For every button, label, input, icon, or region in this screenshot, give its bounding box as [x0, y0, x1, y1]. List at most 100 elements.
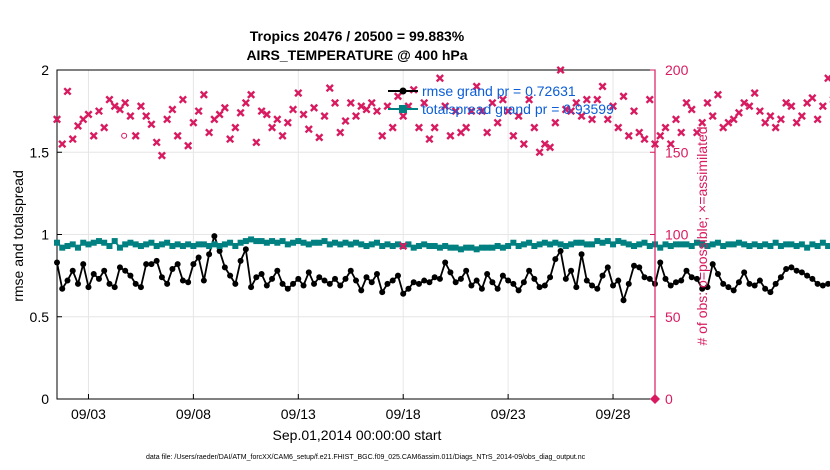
totalspread-point: [489, 244, 496, 251]
obs-count-marker: [325, 84, 334, 93]
rmse-point: [562, 275, 569, 282]
rmse-point: [798, 269, 805, 276]
obs-count-stroke: [252, 138, 261, 147]
obs-count-stroke: [645, 95, 654, 104]
totalspread-point: [200, 241, 207, 248]
totalspread-point: [788, 241, 795, 248]
totalspread-point: [179, 243, 186, 250]
obs-count-marker: [761, 118, 770, 127]
rmse-point: [531, 275, 538, 282]
obs-count-marker: [766, 112, 775, 121]
totalspread-point: [688, 243, 695, 250]
rmse-point: [473, 277, 480, 284]
obs-count-marker: [451, 107, 460, 116]
rmse-point: [258, 270, 265, 277]
rmse-point: [631, 262, 638, 269]
rmse-point: [101, 267, 108, 274]
totalspread-point: [589, 241, 596, 248]
obs-count-stroke: [115, 105, 124, 114]
totalspread-point: [767, 243, 774, 250]
obs-count-marker: [598, 82, 607, 91]
obs-count-marker: [299, 110, 308, 119]
rmse-point: [625, 280, 632, 287]
x-tick-label: 09/18: [386, 406, 421, 422]
totalspread-point: [541, 239, 548, 246]
totalspread-point: [54, 239, 60, 246]
totalspread-point: [510, 239, 517, 246]
totalspread-point: [442, 243, 449, 250]
totalspread-point: [111, 238, 118, 245]
obs-count-stroke: [126, 112, 135, 121]
obs-count-marker: [199, 90, 208, 99]
totalspread-point: [473, 246, 480, 253]
rmse-point: [615, 277, 622, 284]
obs-count-marker: [708, 112, 717, 121]
obs-count-stroke: [818, 102, 827, 111]
rmse-point: [610, 282, 617, 289]
rmse-point: [536, 284, 543, 291]
rmse-point: [510, 280, 517, 287]
totalspread-point: [583, 241, 590, 248]
rmse-point: [777, 274, 784, 281]
rmse-point: [332, 275, 339, 282]
rmse-point: [248, 284, 255, 291]
obs-count-stroke: [614, 123, 623, 132]
obs-count-marker: [682, 98, 691, 107]
totalspread-point: [620, 239, 627, 246]
rmse-point: [410, 279, 417, 286]
totalspread-point: [662, 241, 669, 248]
possible-obs-marker: [121, 132, 128, 139]
obs-count-stroke: [619, 92, 628, 101]
obs-count-stroke: [315, 133, 324, 142]
obs-count-stroke: [283, 118, 292, 127]
rmse-point: [127, 272, 134, 279]
obs-count-marker: [63, 87, 72, 96]
rmse-point: [452, 279, 459, 286]
rmse-point: [269, 275, 276, 282]
rmse-point: [137, 284, 144, 291]
obs-count-stroke: [472, 82, 481, 91]
obs-count-marker: [399, 112, 408, 121]
rmse-point: [463, 267, 470, 274]
rmse-point: [709, 261, 716, 268]
totalspread-point: [599, 239, 606, 246]
obs-count-marker: [504, 107, 513, 116]
obs-count-marker: [420, 98, 429, 107]
totalspread-point: [793, 243, 800, 250]
totalspread-point: [379, 243, 386, 250]
obs-count-stroke: [231, 123, 240, 132]
obs-count-marker: [372, 107, 382, 116]
rmse-point: [321, 277, 328, 284]
rmse-point: [657, 259, 664, 266]
obs-count-stroke: [740, 98, 749, 107]
rmse-point: [253, 274, 260, 281]
totalspread-point: [290, 239, 297, 246]
totalspread-point: [258, 238, 265, 245]
totalspread-point: [610, 241, 617, 248]
totalspread-point: [95, 238, 102, 245]
rmse-point: [672, 279, 679, 286]
obs-count-stroke: [708, 112, 717, 121]
totalspread-point: [347, 241, 354, 248]
obs-count-marker: [577, 112, 586, 121]
rmse-point: [342, 275, 349, 282]
obs-count-stroke: [734, 108, 743, 117]
obs-count-stroke: [656, 131, 665, 140]
chart-title: Tropics 20476 / 20500 = 99.883%: [250, 28, 465, 44]
obs-count-marker: [692, 128, 702, 137]
obs-count-marker: [624, 131, 633, 140]
obs-count-marker: [629, 107, 639, 116]
rmse-point: [185, 279, 192, 286]
rmse-point: [284, 285, 291, 292]
obs-count-marker: [509, 131, 518, 140]
grid: [57, 69, 655, 400]
obs-count-stroke: [776, 115, 785, 124]
totalspread-point: [242, 238, 249, 245]
obs-count-stroke: [451, 107, 460, 116]
legend-spread-marker: [399, 105, 407, 113]
x-tick-label: 09/28: [596, 406, 631, 422]
obs-count-marker: [58, 139, 67, 149]
obs-count-marker: [367, 98, 376, 107]
totalspread-point: [825, 243, 830, 250]
totalspread-point: [735, 239, 742, 246]
